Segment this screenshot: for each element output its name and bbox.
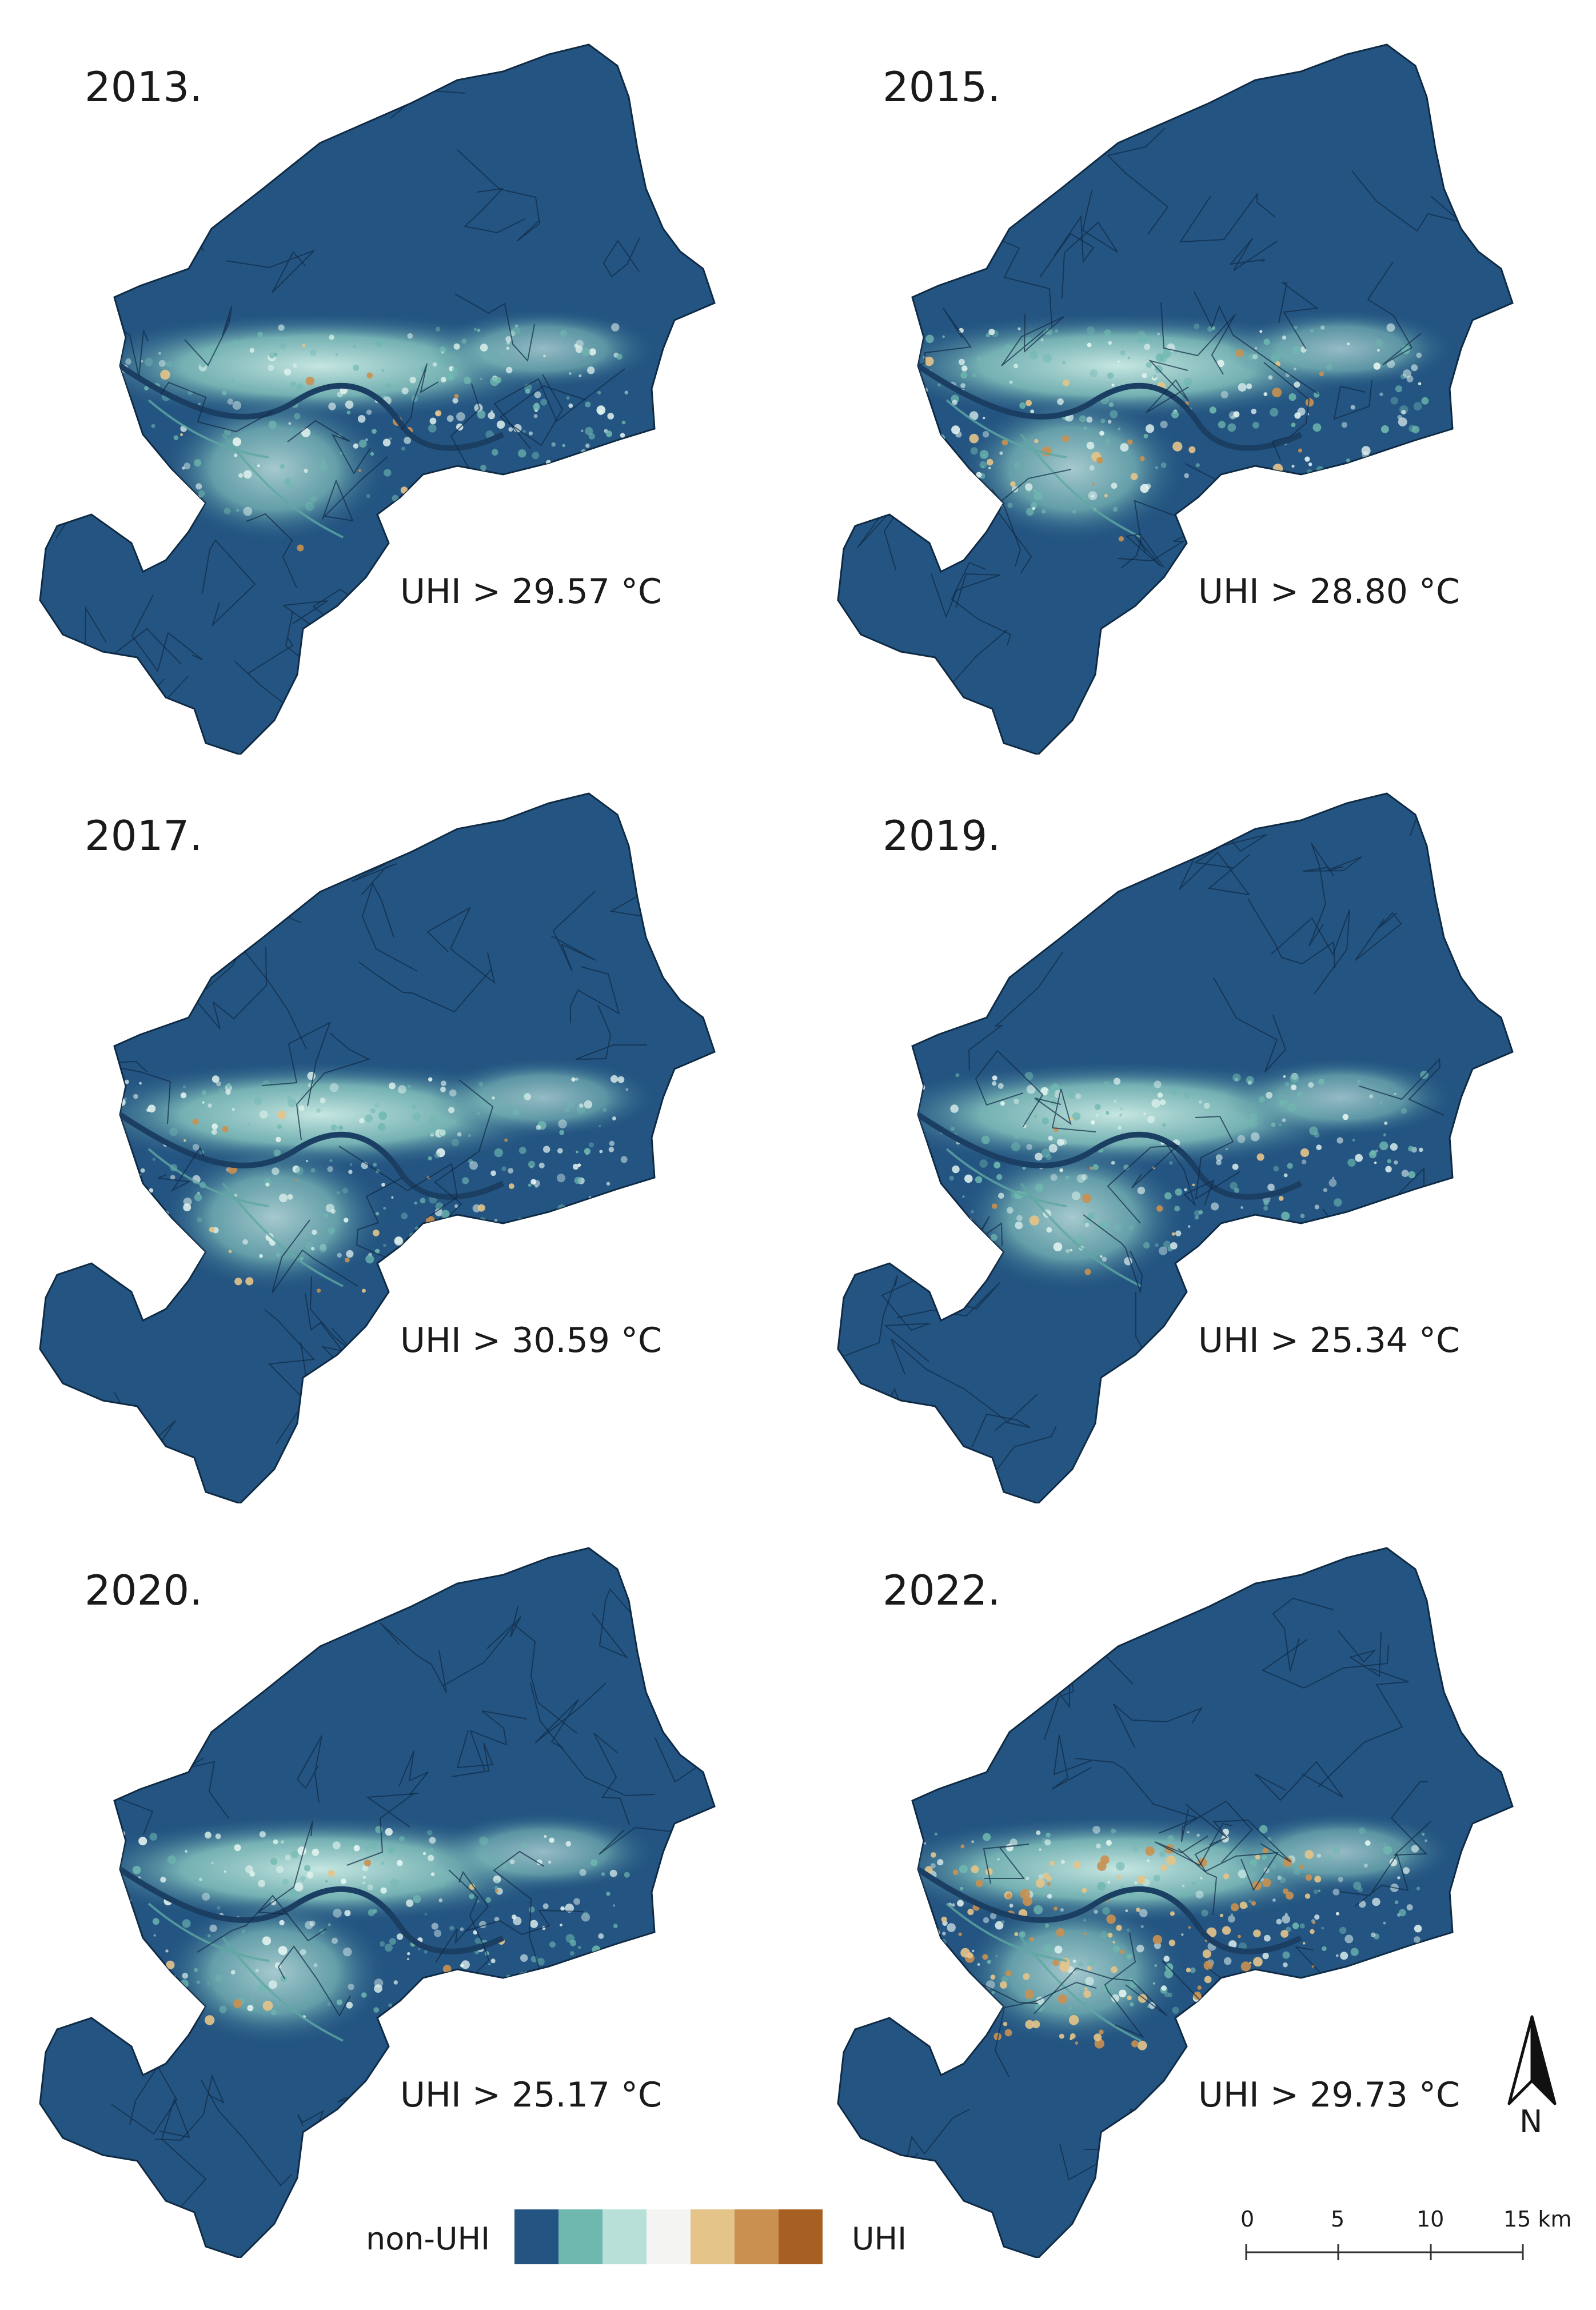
uhi-threshold-label: UHI > 25.17 °C [400, 2075, 662, 2115]
scale-tick-0: 0 [1240, 2207, 1255, 2232]
uhi-threshold-label: UHI > 25.34 °C [1198, 1320, 1460, 1361]
uhi-threshold-label: UHI > 28.80 °C [1198, 572, 1460, 612]
legend-swatch-4 [647, 2209, 691, 2264]
city-map [837, 43, 1514, 755]
scale-tick-5: 5 [1331, 2207, 1345, 2232]
north-arrow: N [1498, 2012, 1566, 2144]
scale-bar: 0 5 10 15 km [1235, 2207, 1571, 2269]
legend-low-label: non-UHI [366, 2221, 490, 2257]
map-panel-2019: 2019. UHI > 25.34 °C [798, 749, 1596, 1503]
uhi-threshold-label: UHI > 29.57 °C [400, 572, 662, 612]
map-panel-2022: 2022. UHI > 29.73 °C [798, 1503, 1596, 2258]
legend-swatch-5 [691, 2209, 735, 2264]
legend-swatch-2 [558, 2209, 603, 2264]
year-label: 2013. [85, 63, 203, 111]
scale-tick-10: 10 [1417, 2207, 1445, 2232]
legend-swatch-1 [514, 2209, 558, 2264]
city-map [39, 1547, 716, 2258]
year-label: 2017. [85, 812, 203, 860]
city-map [837, 1547, 1514, 2258]
map-panel-2015: 2015. UHI > 28.80 °C [798, 0, 1596, 755]
scale-tick-15: 15 km [1503, 2207, 1572, 2232]
year-label: 2015. [883, 63, 1001, 111]
city-map [39, 792, 716, 1503]
map-panel-2013: 2013. UHI > 29.57 °C [0, 0, 798, 755]
map-panel-2020: 2020. UHI > 25.17 °C [0, 1503, 798, 2258]
legend-high-label: UHI [852, 2221, 907, 2257]
year-label: 2020. [85, 1566, 203, 1614]
city-map [837, 792, 1514, 1503]
legend-swatch-3 [603, 2209, 647, 2264]
uhi-threshold-label: UHI > 29.73 °C [1198, 2075, 1460, 2115]
north-arrow-icon [1507, 2015, 1557, 2105]
year-label: 2022. [883, 1566, 1001, 1614]
legend-swatch-6 [735, 2209, 779, 2264]
scale-line [1245, 2244, 1524, 2260]
north-label: N [1519, 2104, 1543, 2140]
year-label: 2019. [883, 812, 1001, 860]
city-map [39, 43, 716, 755]
legend-swatch-7 [779, 2209, 823, 2264]
map-panel-2017: 2017. UHI > 30.59 °C [0, 749, 798, 1503]
uhi-threshold-label: UHI > 30.59 °C [400, 1320, 662, 1361]
